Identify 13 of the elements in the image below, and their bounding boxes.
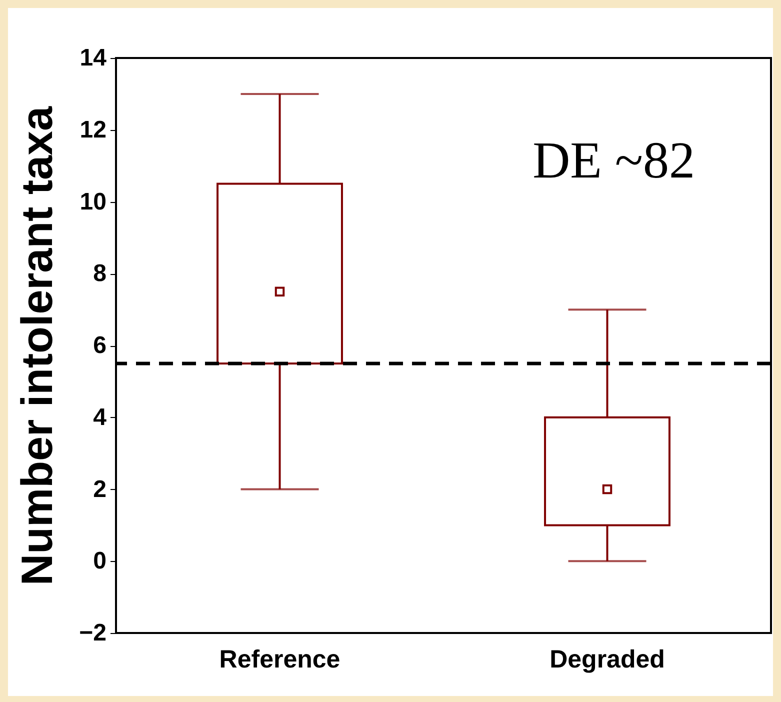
y-tick-label: 14 (80, 44, 108, 72)
y-tick-label: 0 (93, 548, 106, 575)
y-tick-label: 8 (93, 260, 106, 288)
x-tick-label: Reference (219, 646, 340, 674)
y-tick-label: 12 (80, 116, 106, 144)
y-tick-label: −2 (79, 620, 106, 646)
annotation: DE ~82 (532, 132, 696, 190)
y-tick-label: 2 (93, 476, 106, 503)
y-tick-label: 4 (93, 404, 108, 431)
x-tick-label: Degraded (550, 646, 665, 674)
y-axis-title: Number intolerant taxa (13, 106, 62, 586)
y-tick-label: 10 (80, 188, 106, 216)
y-tick-label: 6 (93, 332, 106, 359)
